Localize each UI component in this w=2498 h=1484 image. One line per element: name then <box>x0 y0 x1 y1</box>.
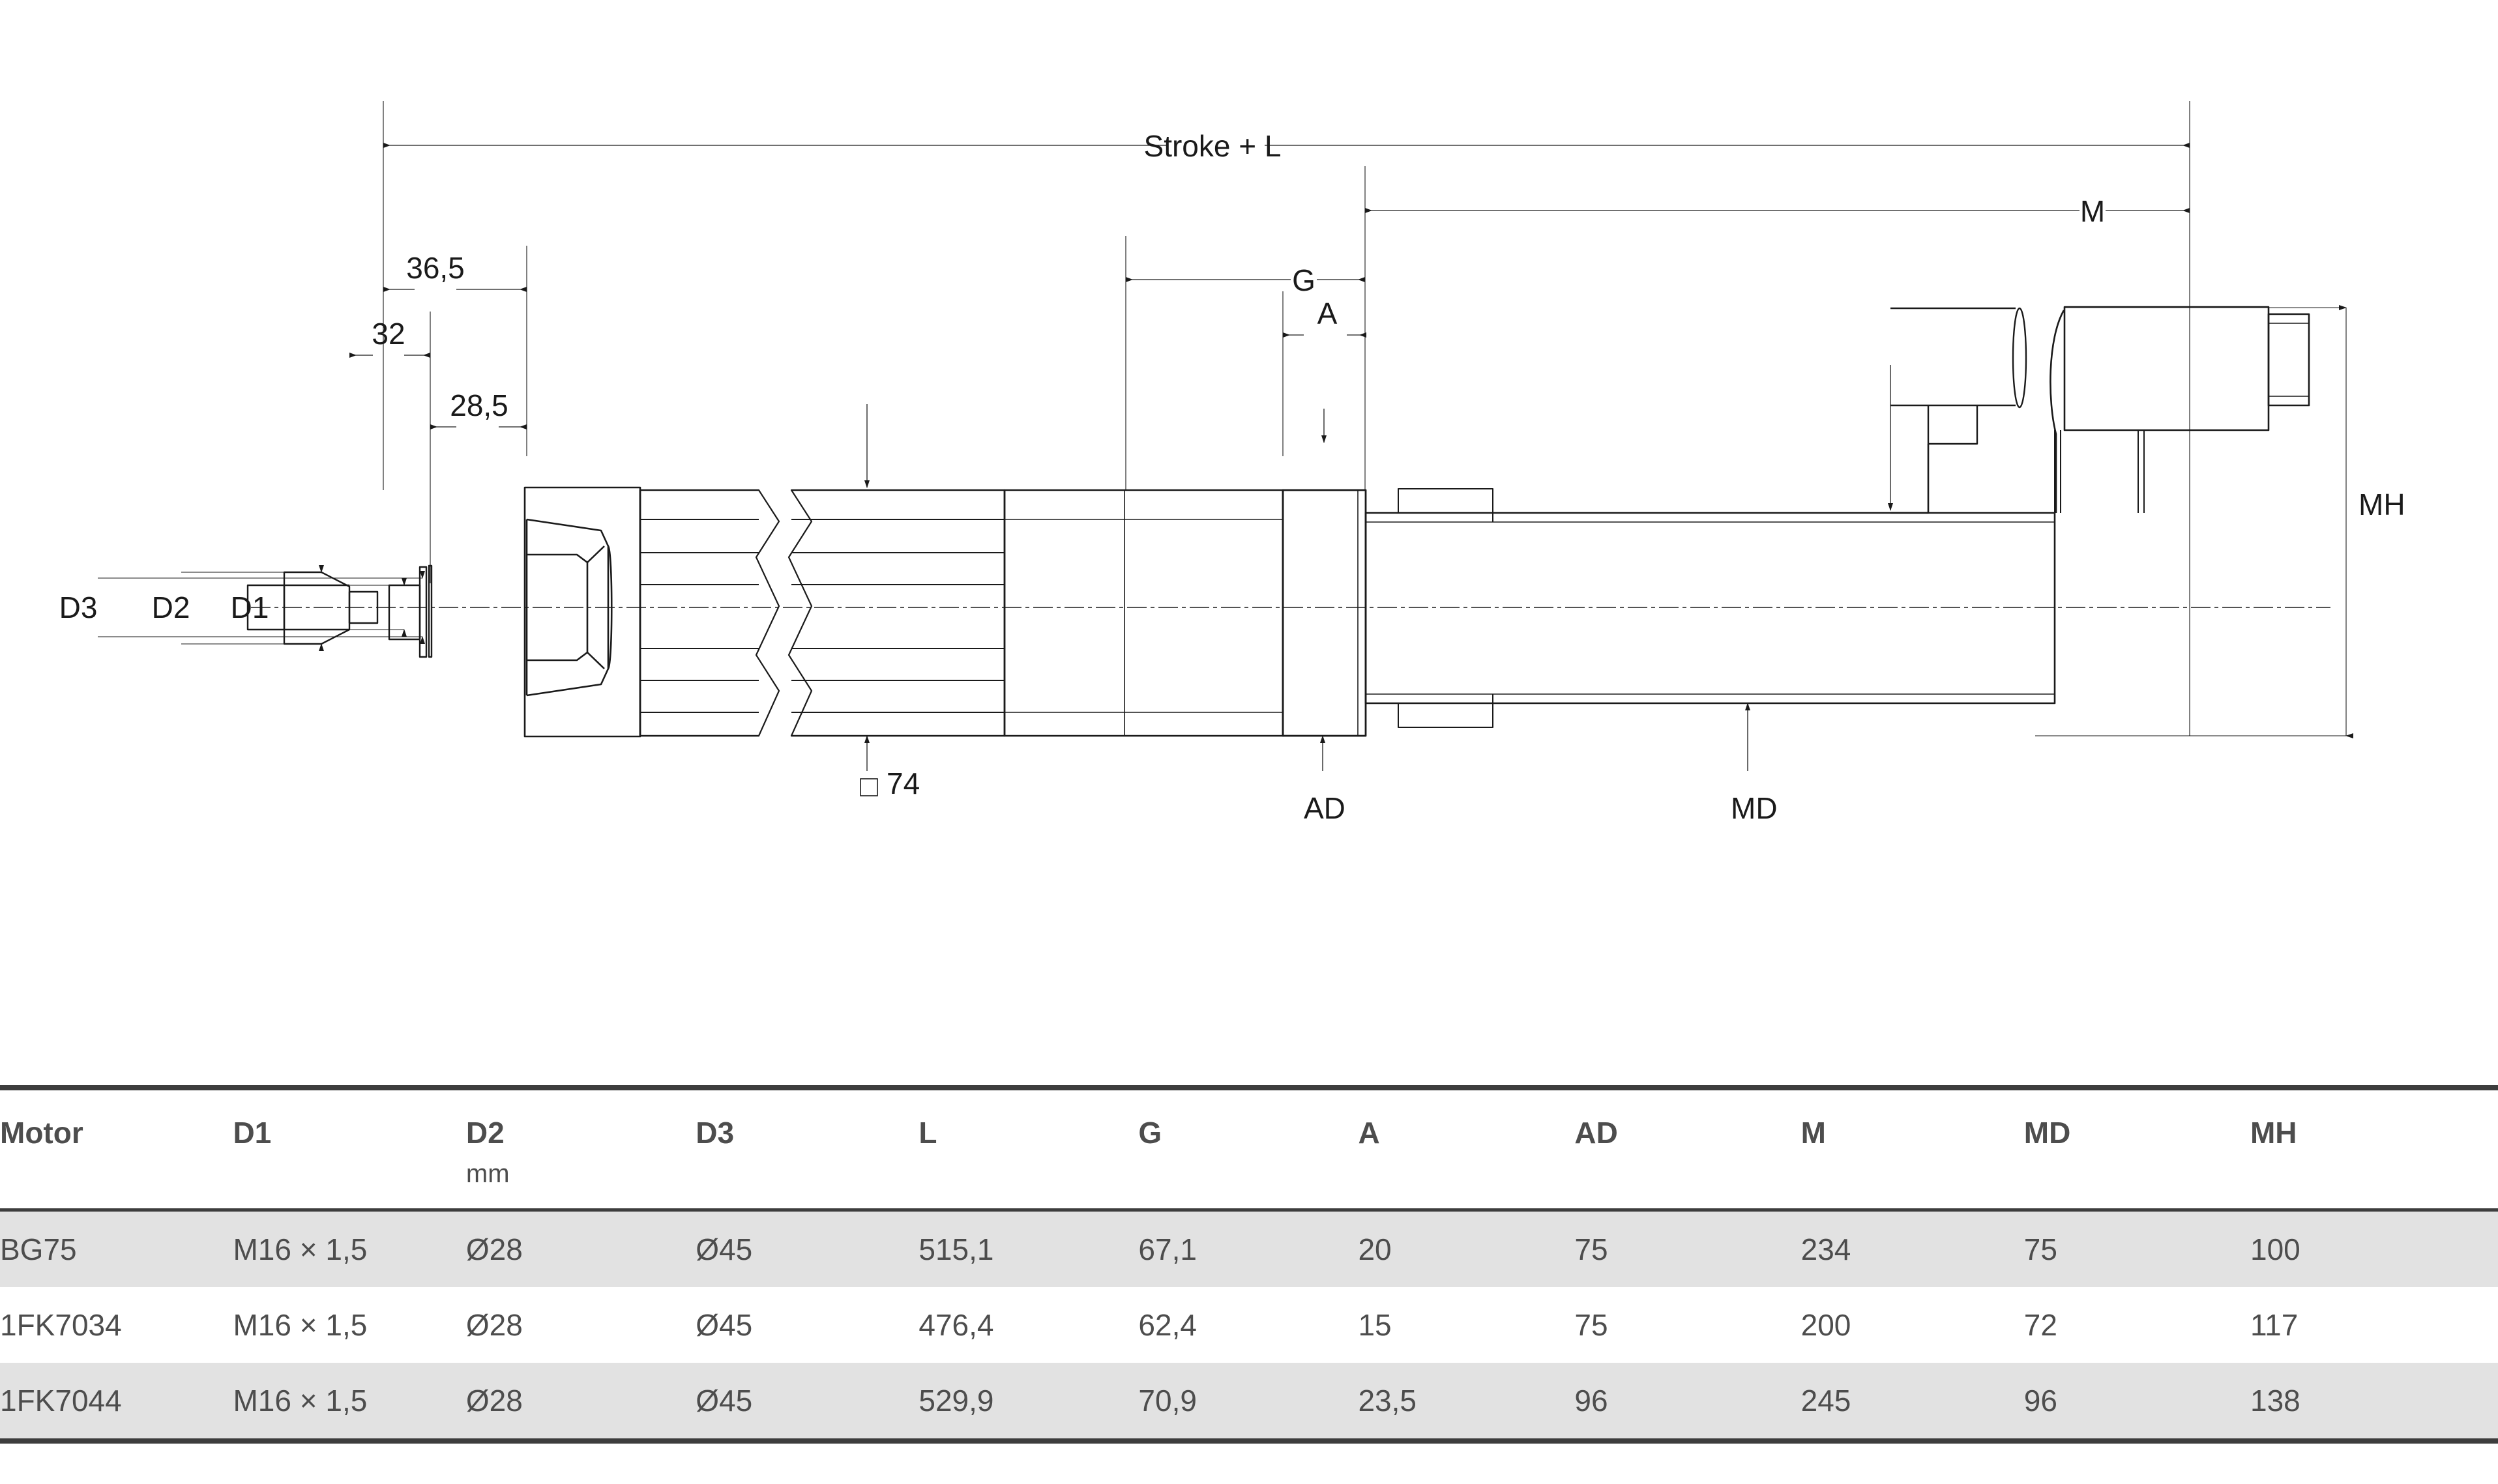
svg-text:28,5: 28,5 <box>450 388 508 422</box>
svg-text:36,5: 36,5 <box>406 251 465 285</box>
svg-text:G: G <box>1292 263 1315 297</box>
svg-text:D2: D2 <box>152 590 190 624</box>
svg-text:M: M <box>2080 194 2105 228</box>
svg-text:A: A <box>1317 297 1338 330</box>
svg-text:MH: MH <box>2358 487 2405 521</box>
svg-text:AD: AD <box>1304 791 1345 825</box>
svg-text:32: 32 <box>372 317 405 351</box>
svg-text:D1: D1 <box>231 590 269 624</box>
svg-text:D3: D3 <box>59 590 98 624</box>
svg-text:Stroke + L: Stroke + L <box>1144 129 1282 163</box>
svg-text:MD: MD <box>1731 791 1778 825</box>
svg-text:74: 74 <box>887 766 920 800</box>
